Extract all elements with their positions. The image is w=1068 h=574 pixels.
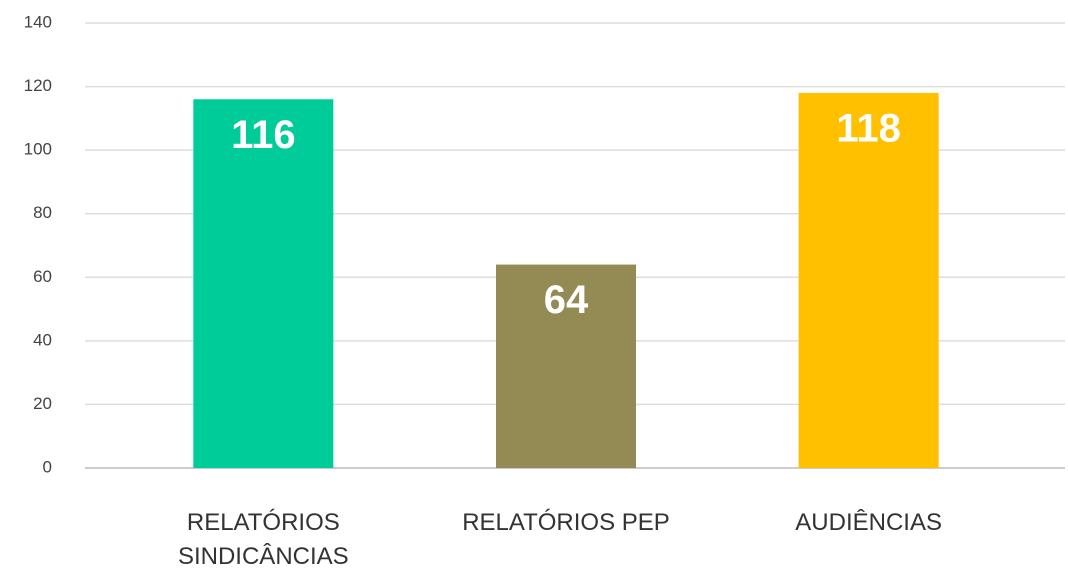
- data-label: 116: [231, 113, 296, 157]
- y-tick-label: 100: [24, 140, 52, 159]
- x-tick-label: AUDIÊNCIAS: [795, 509, 942, 536]
- y-tick-label: 0: [43, 457, 52, 476]
- x-tick-label: RELATÓRIOS PEP: [462, 509, 670, 536]
- bar: [496, 264, 636, 468]
- y-tick-label: 120: [24, 76, 52, 95]
- y-tick-label: 140: [24, 12, 52, 31]
- x-tick-label: RELATÓRIOS SINDICÂNCIAS: [177, 509, 349, 570]
- y-tick-label: 80: [33, 203, 52, 222]
- bar: [193, 99, 334, 469]
- y-tick-label: 40: [33, 330, 52, 349]
- data-label: 118: [836, 106, 901, 150]
- bar: [798, 92, 939, 468]
- data-label: 64: [544, 278, 589, 322]
- y-tick-label: 20: [33, 394, 52, 413]
- y-tick-label: 60: [33, 267, 52, 286]
